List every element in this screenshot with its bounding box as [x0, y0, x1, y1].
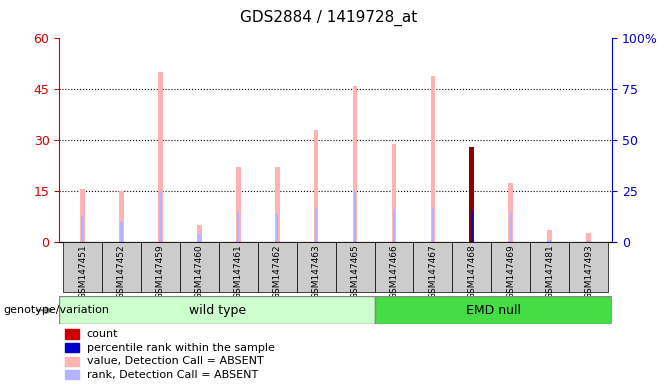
Bar	[530, 242, 569, 292]
Text: count: count	[87, 329, 118, 339]
Bar	[586, 233, 591, 242]
Text: GSM147462: GSM147462	[272, 245, 282, 299]
Text: GSM147493: GSM147493	[584, 245, 593, 299]
Bar	[392, 144, 396, 242]
Bar	[393, 209, 395, 242]
Bar	[64, 329, 78, 339]
Text: GSM147466: GSM147466	[390, 245, 399, 299]
Bar	[509, 182, 513, 242]
Bar	[63, 242, 102, 292]
Bar	[509, 212, 512, 242]
Bar	[258, 242, 297, 292]
Bar	[492, 242, 530, 292]
Bar	[80, 189, 85, 242]
Text: percentile rank within the sample: percentile rank within the sample	[87, 343, 275, 353]
Bar	[354, 191, 356, 242]
Text: GSM147469: GSM147469	[506, 245, 515, 299]
Bar	[141, 242, 180, 292]
Bar	[452, 242, 492, 292]
Bar	[237, 212, 240, 242]
Bar	[374, 242, 413, 292]
Text: GSM147461: GSM147461	[234, 245, 243, 299]
Text: GSM147467: GSM147467	[428, 245, 438, 299]
Text: value, Detection Call = ABSENT: value, Detection Call = ABSENT	[87, 356, 264, 366]
Bar	[375, 296, 612, 324]
Text: GDS2884 / 1419728_at: GDS2884 / 1419728_at	[240, 10, 418, 26]
Bar	[198, 234, 201, 242]
Bar	[430, 76, 435, 242]
Bar	[158, 72, 163, 242]
Text: rank, Detection Call = ABSENT: rank, Detection Call = ABSENT	[87, 370, 258, 380]
Bar	[549, 240, 551, 242]
Text: GSM147460: GSM147460	[195, 245, 204, 299]
Text: GSM147459: GSM147459	[156, 245, 165, 299]
Text: wild type: wild type	[189, 304, 245, 316]
Bar	[470, 212, 473, 242]
Bar	[120, 222, 122, 242]
Bar	[102, 242, 141, 292]
Bar	[314, 130, 318, 242]
Bar	[64, 370, 78, 379]
Text: GSM147451: GSM147451	[78, 245, 87, 299]
Bar	[432, 209, 434, 242]
Bar	[315, 209, 317, 242]
Text: EMD null: EMD null	[466, 304, 521, 316]
Bar	[547, 230, 552, 242]
Bar	[119, 191, 124, 242]
Bar	[64, 357, 78, 366]
Text: GSM147463: GSM147463	[312, 245, 320, 299]
Bar	[219, 242, 258, 292]
Text: GSM147481: GSM147481	[545, 245, 554, 299]
Bar	[297, 242, 336, 292]
Text: GSM147465: GSM147465	[351, 245, 359, 299]
Bar	[353, 86, 357, 242]
Text: GSM147468: GSM147468	[467, 245, 476, 299]
Bar	[275, 167, 280, 242]
Bar	[236, 167, 241, 242]
Bar	[413, 242, 452, 292]
Bar	[469, 147, 474, 242]
Bar	[180, 242, 219, 292]
Bar	[82, 217, 84, 242]
Bar	[59, 296, 375, 324]
Text: genotype/variation: genotype/variation	[3, 305, 109, 315]
Text: GSM147452: GSM147452	[117, 245, 126, 299]
Bar	[64, 343, 78, 352]
Bar	[336, 242, 374, 292]
Bar	[569, 242, 608, 292]
Bar	[588, 240, 590, 242]
Bar	[197, 225, 202, 242]
Bar	[276, 214, 278, 242]
Bar	[159, 191, 162, 242]
